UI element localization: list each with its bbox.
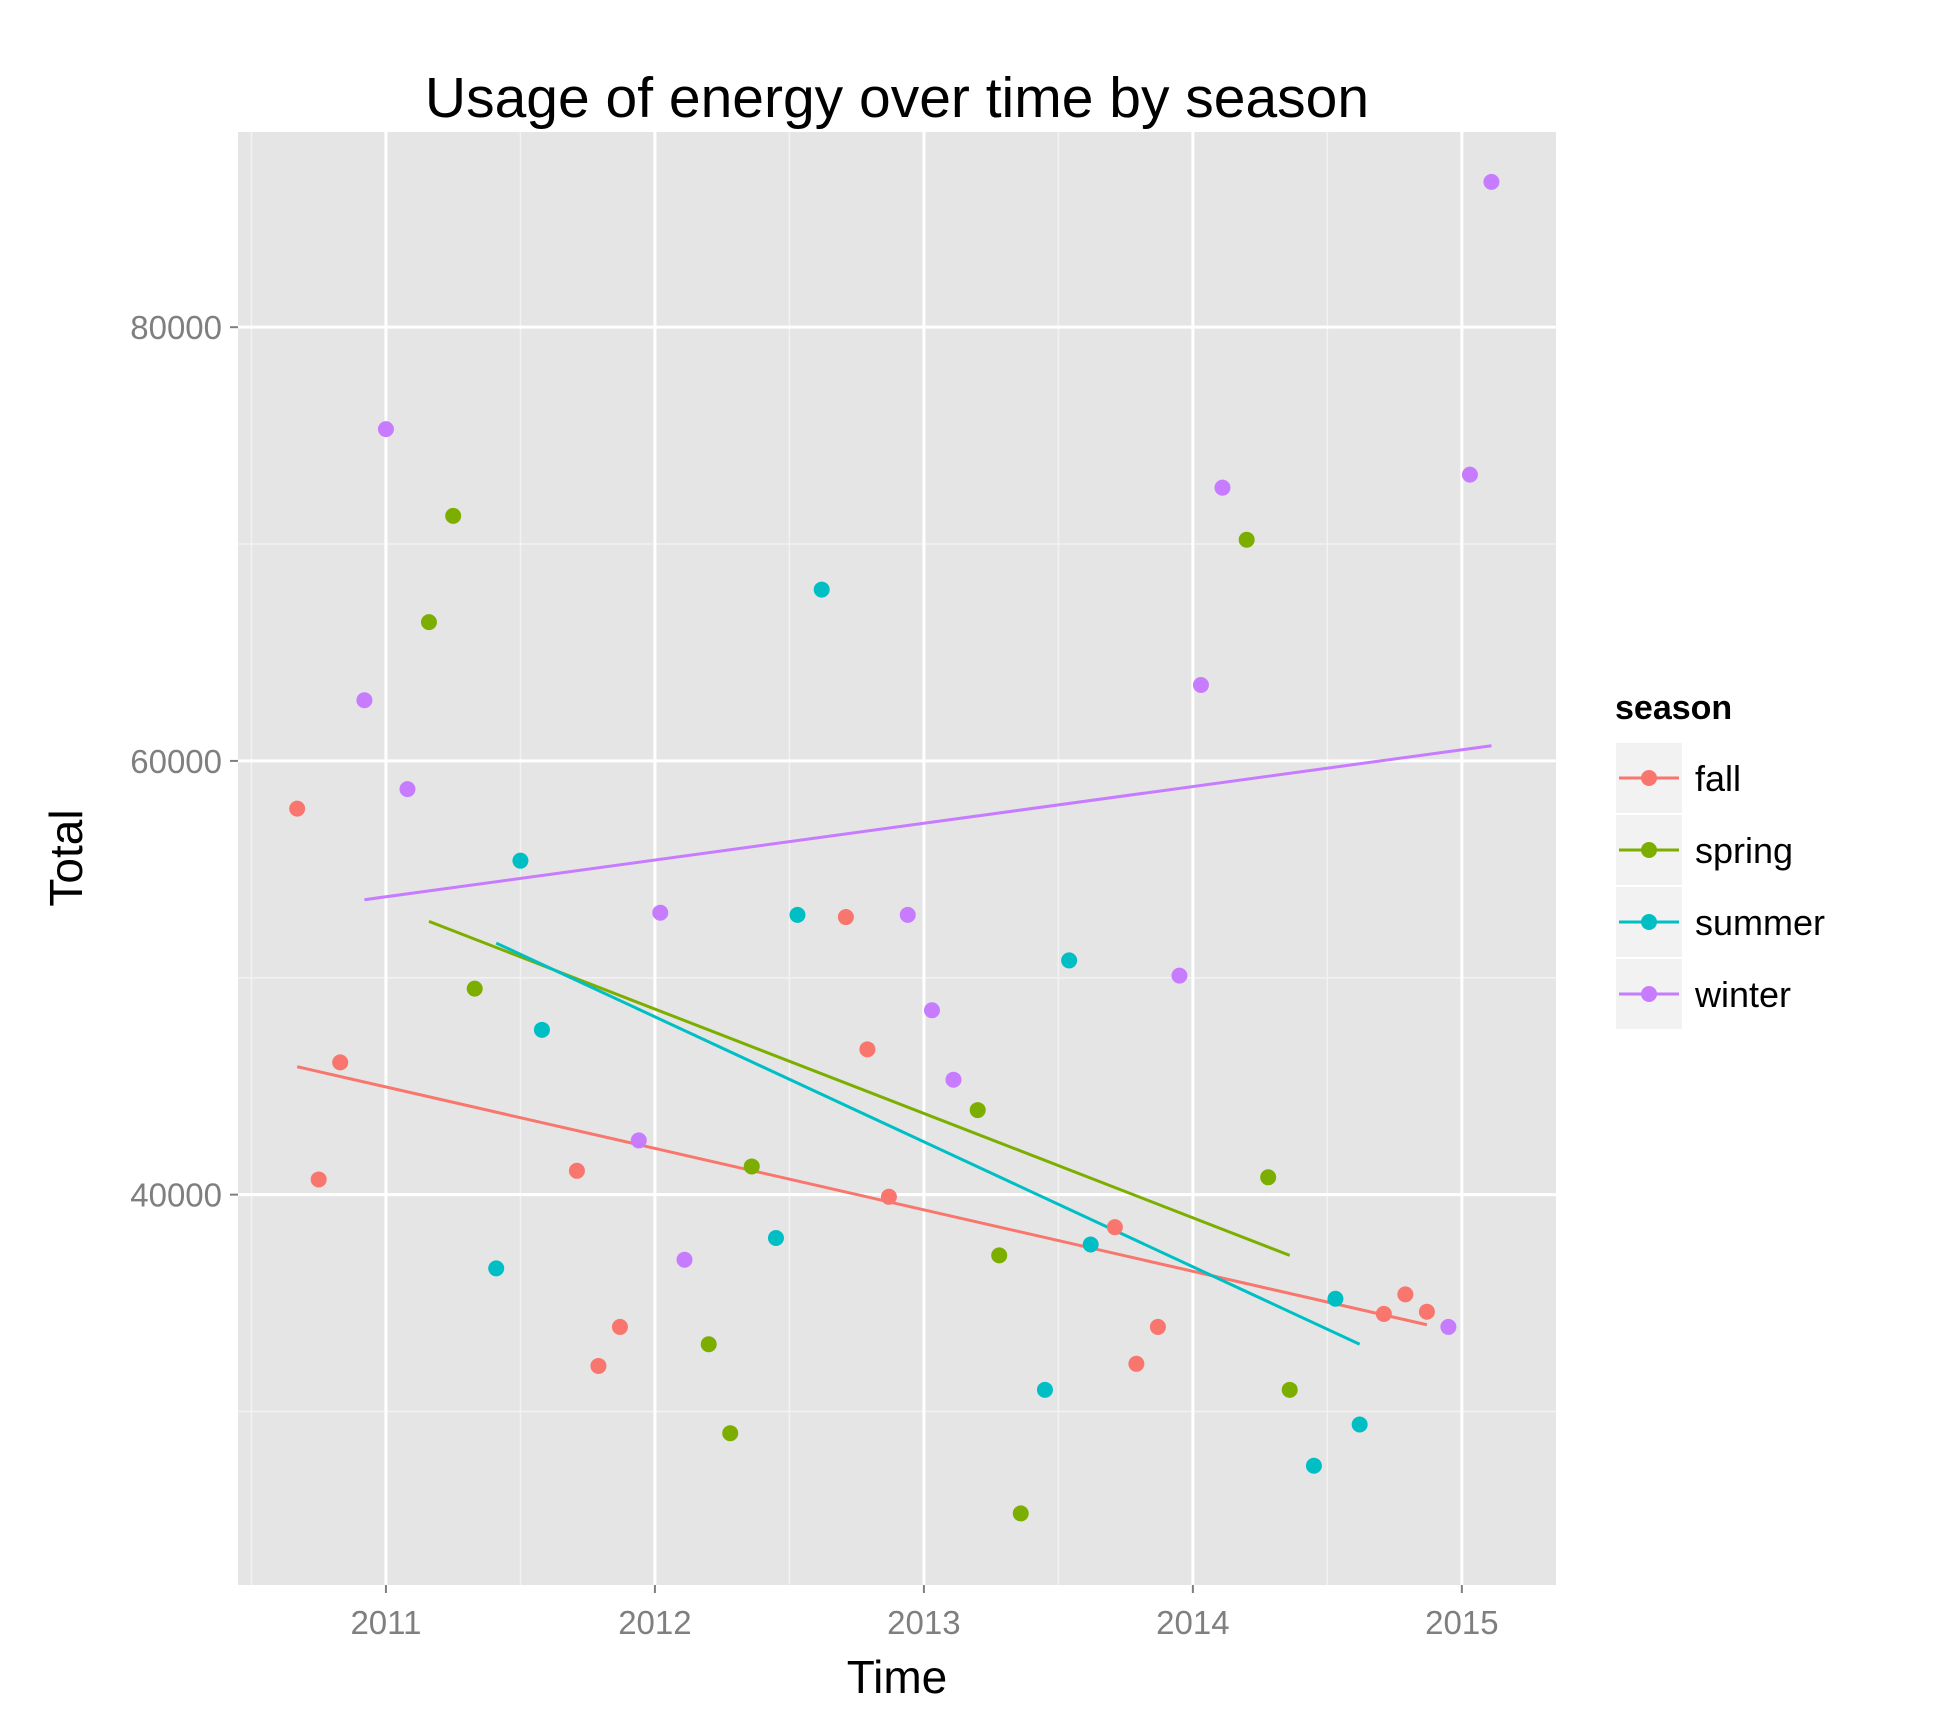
plot-panel <box>238 132 1556 1585</box>
legend-label-spring: spring <box>1695 830 1793 871</box>
data-point-fall <box>611 1318 628 1335</box>
data-point-fall <box>332 1054 349 1071</box>
data-point-spring <box>743 1158 760 1175</box>
x-tick-label: 2014 <box>1156 1604 1229 1641</box>
trend-line-winter <box>364 744 1492 902</box>
data-point-winter <box>1461 466 1478 483</box>
data-point-fall <box>1149 1318 1166 1335</box>
legend-label-summer: summer <box>1695 902 1825 943</box>
y-axis-title: Total <box>40 809 92 906</box>
data-point-fall <box>289 800 306 817</box>
data-point-spring <box>1012 1505 1029 1522</box>
data-point-fall <box>1375 1305 1392 1322</box>
data-point-winter <box>676 1251 693 1268</box>
data-point-fall <box>568 1162 585 1179</box>
data-point-spring <box>700 1336 717 1353</box>
data-point-spring <box>1238 531 1255 548</box>
legend-dot-winter <box>1641 986 1657 1002</box>
y-axis-ticks: 40000 60000 80000 <box>130 309 238 1214</box>
trend-lines <box>296 744 1492 1346</box>
data-point-spring <box>445 507 462 524</box>
data-point-winter <box>652 904 669 921</box>
x-tick-label: 2011 <box>350 1604 421 1641</box>
legend-label-winter: winter <box>1694 974 1791 1015</box>
legend: season fall spring summer winter <box>1614 689 1825 1031</box>
data-point-summer <box>533 1021 550 1038</box>
y-tick-label: 80000 <box>130 309 222 346</box>
data-point-winter <box>923 1002 940 1019</box>
data-point-fall <box>859 1041 876 1058</box>
data-point-summer <box>1082 1236 1099 1253</box>
data-point-winter <box>630 1132 647 1149</box>
data-point-winter <box>1440 1318 1457 1335</box>
data-point-summer <box>488 1260 505 1277</box>
data-point-winter <box>399 781 416 798</box>
data-point-summer <box>813 581 830 598</box>
legend-dot-spring <box>1641 842 1657 858</box>
data-point-winter <box>1214 479 1231 496</box>
trend-line-fall <box>296 1065 1428 1327</box>
x-tick-label: 2013 <box>887 1604 960 1641</box>
data-point-winter <box>1192 677 1209 694</box>
data-point-fall <box>590 1357 607 1374</box>
data-point-summer <box>1327 1290 1344 1307</box>
data-point-winter <box>945 1071 962 1088</box>
data-point-spring <box>969 1102 986 1119</box>
y-tick-label: 40000 <box>130 1177 222 1214</box>
data-point-summer <box>1061 952 1078 969</box>
legend-label-fall: fall <box>1695 758 1741 799</box>
major-gridlines <box>238 132 1556 1585</box>
minor-gridlines <box>238 132 1556 1585</box>
legend-dot-summer <box>1641 914 1657 930</box>
x-tick-label: 2015 <box>1425 1604 1498 1641</box>
data-point-summer <box>767 1230 784 1247</box>
data-point-spring <box>466 980 483 997</box>
data-point-fall <box>837 909 854 926</box>
data-point-summer <box>1305 1457 1322 1474</box>
data-point-spring <box>1260 1169 1277 1186</box>
data-point-spring <box>722 1425 739 1442</box>
legend-dot-fall <box>1641 770 1657 786</box>
data-point-summer <box>789 906 806 923</box>
data-point-winter <box>899 906 916 923</box>
legend-title: season <box>1615 689 1732 727</box>
data-point-fall <box>1418 1303 1435 1320</box>
data-point-summer <box>1351 1416 1368 1433</box>
trend-line-summer <box>495 941 1361 1346</box>
data-point-winter <box>377 421 394 438</box>
data-point-summer <box>1036 1381 1053 1398</box>
data-point-winter <box>1483 173 1500 190</box>
data-point-winter <box>1171 967 1188 984</box>
x-axis-title: Time <box>847 1651 948 1703</box>
data-point-spring <box>420 614 437 631</box>
data-point-fall <box>1128 1355 1145 1372</box>
data-points <box>289 173 1500 1522</box>
data-point-fall <box>880 1188 897 1205</box>
data-point-winter <box>356 692 373 709</box>
data-point-spring <box>991 1247 1008 1264</box>
chart-title: Usage of energy over time by season <box>425 66 1369 130</box>
data-point-fall <box>1106 1219 1123 1236</box>
x-tick-label: 2012 <box>618 1604 691 1641</box>
data-point-spring <box>1281 1381 1298 1398</box>
data-point-summer <box>512 852 529 869</box>
data-point-fall <box>1397 1286 1414 1303</box>
x-axis-ticks: 2011 2012 2013 2014 2015 <box>350 1585 1499 1641</box>
legend-keys: fall spring summer winter <box>1614 741 1825 1031</box>
y-tick-label: 60000 <box>130 743 222 780</box>
data-point-fall <box>310 1171 327 1188</box>
